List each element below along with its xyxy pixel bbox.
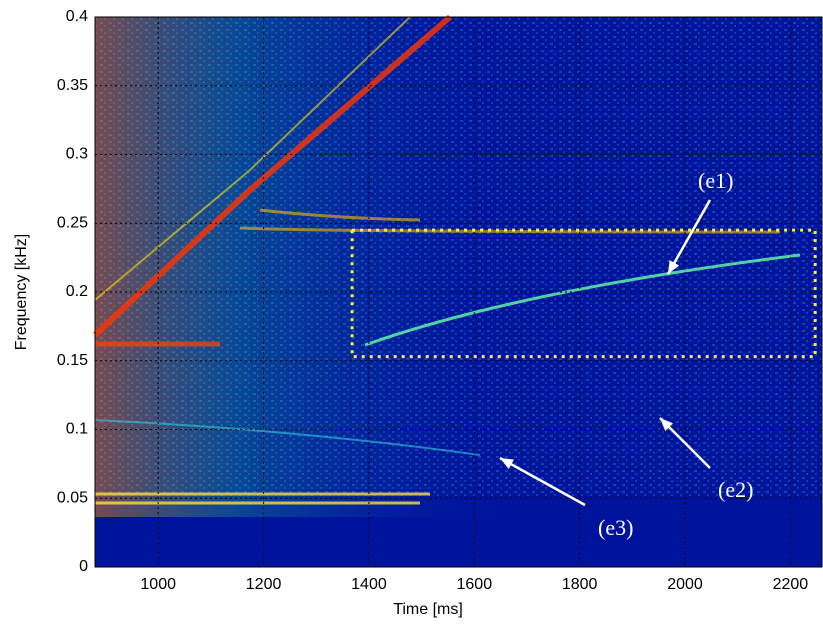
x-tick-label: 1200 — [246, 576, 282, 593]
y-tick-label: 0.35 — [57, 77, 88, 94]
y-tick-label: 0.2 — [66, 283, 88, 300]
x-tick-label: 2200 — [773, 576, 809, 593]
x-tick-label: 1800 — [562, 576, 598, 593]
annotation: (e2) — [718, 477, 753, 502]
annotation: (e1) — [698, 168, 733, 193]
annotation: (e3) — [598, 515, 633, 540]
y-tick-label: 0.15 — [57, 352, 88, 369]
y-tick-label: 0.3 — [66, 146, 88, 163]
x-axis-label: Time [ms] — [393, 601, 463, 618]
y-tick-label: 0.1 — [66, 421, 88, 438]
annotation-arrow — [666, 199, 712, 275]
x-tick-label: 1400 — [351, 576, 387, 593]
x-tick-label: 1000 — [140, 576, 176, 593]
x-tick-label: 1600 — [457, 576, 493, 593]
x-tick-label: 2000 — [667, 576, 703, 593]
y-tick-label: 0.05 — [57, 489, 88, 506]
y-tick-label: 0 — [79, 558, 88, 575]
y-axis-label: Frequency [kHz] — [13, 234, 30, 350]
spectrogram — [92, 14, 822, 567]
annotation-arrowhead — [500, 458, 514, 470]
annotation-arrowhead — [668, 260, 680, 274]
annotation-arrow — [499, 456, 586, 507]
y-tick-label: 0.4 — [66, 8, 88, 25]
y-tick-label: 0.25 — [57, 214, 88, 231]
annotation-arrowhead — [660, 418, 673, 431]
